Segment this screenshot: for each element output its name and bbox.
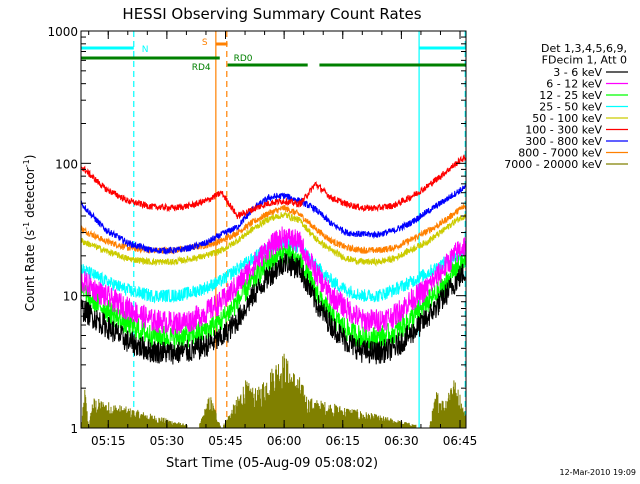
legend-label-8: 7000 - 20000 keV	[504, 158, 602, 171]
chart-title: HESSI Observing Summary Count Rates	[122, 5, 421, 23]
x-tick-label-1: 05:30	[150, 434, 185, 448]
plot-inner	[81, 31, 466, 428]
y-label-part-1: Count Rate (s	[23, 230, 37, 312]
status-label-RD0: RD0	[234, 54, 253, 64]
series-line-4	[81, 211, 466, 267]
plot-area: N S RD0 RD4	[81, 31, 466, 428]
footer-date: 12-Mar-2010 19:09	[560, 468, 637, 477]
series-6	[81, 184, 466, 255]
x-tick-label-0: 05:15	[91, 434, 126, 448]
y-tick-label-3: 1000	[47, 25, 78, 39]
plot-frame	[80, 30, 467, 429]
legend: Det 1,3,4,5,6,9,FDecim 1, Att 03 - 6 keV…	[504, 42, 628, 171]
axes: 05:15 05:30 05:45 06:00 06:15 06:30 06:45 1 10 10…	[47, 25, 477, 448]
legend-label-0: 3 - 6 keV	[553, 66, 602, 79]
status-label-RD4: RD4	[192, 63, 211, 73]
legend-label-6: 300 - 800 keV	[525, 135, 602, 148]
series-line-0	[81, 252, 466, 365]
y-label-part-2: detector	[23, 167, 37, 222]
legend-header-0: Det 1,3,4,5,6,9,	[541, 42, 627, 55]
y-tick-label-0: 1	[70, 422, 78, 436]
legend-label-2: 12 - 25 keV	[539, 89, 602, 102]
x-tick-label-6: 06:45	[443, 434, 478, 448]
x-tick-label-4: 06:15	[325, 434, 360, 448]
status-label-S: S	[202, 38, 208, 48]
series-4	[81, 211, 466, 267]
series-5	[81, 154, 466, 220]
y-label-part-3: )	[23, 155, 37, 160]
y-tick-label-1: 10	[63, 290, 78, 304]
series-line-6	[81, 184, 466, 255]
y-tick-label-2: 100	[55, 157, 78, 171]
x-tick-label-2: 05:45	[208, 434, 243, 448]
legend-label-1: 6 - 12 keV	[546, 78, 602, 91]
legend-label-5: 100 - 300 keV	[525, 124, 602, 137]
x-tick-label-5: 06:30	[384, 434, 419, 448]
status-label-N: N	[142, 45, 149, 55]
series-line-2	[81, 244, 466, 351]
legend-label-3: 25 - 50 keV	[539, 101, 602, 114]
series-line-1	[81, 226, 466, 335]
series-0	[81, 252, 466, 365]
series-line-5	[81, 154, 466, 220]
y-label-sup-1: -1	[22, 222, 31, 230]
y-axis-label: Count Rate (s-1 detector-1)	[22, 155, 37, 312]
x-tick-label-3: 06:00	[267, 434, 302, 448]
series-8	[81, 353, 466, 428]
series-line-8	[81, 353, 466, 428]
series-2	[81, 244, 466, 351]
x-axis-label: Start Time (05-Aug-09 05:08:02)	[166, 456, 378, 471]
y-label-sup-2: -1	[22, 159, 31, 167]
legend-label-4: 50 - 100 keV	[532, 112, 602, 125]
legend-label-7: 800 - 7000 keV	[518, 147, 602, 160]
series-1	[81, 226, 466, 335]
legend-header-1: FDecim 1, Att 0	[542, 54, 627, 67]
